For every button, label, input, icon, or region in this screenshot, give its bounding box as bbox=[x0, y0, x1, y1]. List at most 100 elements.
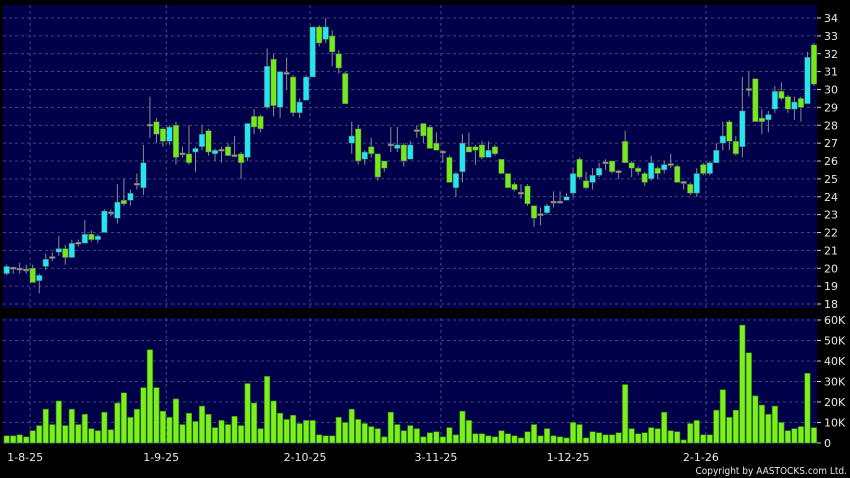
candle-body bbox=[387, 143, 394, 147]
candle-body bbox=[557, 200, 564, 204]
candle-body bbox=[498, 158, 505, 174]
candle-body bbox=[407, 144, 414, 160]
candle-body bbox=[732, 141, 739, 155]
candle-body bbox=[758, 117, 765, 122]
candle-body bbox=[667, 163, 674, 166]
candle-body bbox=[478, 144, 485, 158]
candle-body bbox=[784, 96, 791, 110]
volume-bar bbox=[192, 421, 199, 444]
volume-bar bbox=[407, 425, 414, 444]
volume-bar bbox=[732, 409, 739, 444]
volume-bar bbox=[290, 415, 297, 444]
volume-bar bbox=[739, 324, 746, 444]
candle-body bbox=[159, 128, 166, 142]
volume-bar bbox=[517, 437, 524, 444]
candle-body bbox=[596, 167, 603, 176]
volume-bar bbox=[706, 434, 713, 444]
volume-bar bbox=[101, 411, 108, 444]
volume-bar bbox=[485, 435, 492, 444]
volume-bar bbox=[159, 410, 166, 444]
volume-bar bbox=[244, 383, 251, 444]
volume-bar bbox=[166, 417, 173, 444]
volume-bar bbox=[316, 434, 323, 444]
price-tick-label: 33 bbox=[824, 30, 838, 43]
volume-tick-label: 10K bbox=[824, 417, 846, 430]
price-tick-label: 22 bbox=[824, 227, 838, 240]
price-tick-label: 25 bbox=[824, 173, 838, 186]
volume-bar bbox=[394, 424, 401, 444]
volume-bar bbox=[459, 410, 466, 444]
candle-body bbox=[120, 200, 127, 205]
volume-bar bbox=[270, 400, 277, 444]
candle-body bbox=[211, 150, 219, 155]
candle-body bbox=[55, 248, 62, 253]
date-label: 2-1-26 bbox=[683, 451, 719, 464]
volume-bar bbox=[628, 428, 635, 444]
volume-bar bbox=[752, 395, 759, 444]
candle-body bbox=[348, 135, 355, 144]
volume-bar bbox=[212, 427, 219, 444]
volume-bar bbox=[680, 439, 687, 444]
candle-body bbox=[563, 196, 570, 201]
candle-body bbox=[49, 256, 56, 259]
volume-bar bbox=[713, 409, 720, 444]
candle-body bbox=[127, 192, 134, 201]
volume-bar bbox=[36, 425, 43, 444]
candle-body bbox=[101, 210, 108, 233]
candle-body bbox=[810, 44, 817, 85]
price-tick-label: 18 bbox=[824, 298, 838, 311]
volume-bar bbox=[472, 433, 479, 444]
volume-bar bbox=[140, 387, 147, 444]
volume-bar bbox=[172, 398, 179, 444]
candle-body bbox=[511, 183, 518, 190]
volume-bar bbox=[42, 408, 49, 444]
volume-bar bbox=[133, 408, 140, 444]
volume-bar bbox=[231, 416, 238, 444]
volume-tick-label: 30K bbox=[824, 376, 846, 389]
candle-body bbox=[251, 116, 258, 128]
candle-body bbox=[680, 181, 687, 184]
candle-body bbox=[635, 167, 642, 172]
candle-body bbox=[361, 151, 368, 160]
candle-body bbox=[270, 58, 277, 106]
candle-body bbox=[309, 26, 316, 78]
candle-body bbox=[277, 71, 284, 108]
volume-bar bbox=[433, 431, 440, 444]
volume-bar bbox=[784, 430, 791, 444]
price-tick-label: 19 bbox=[824, 280, 838, 293]
volume-bar bbox=[576, 424, 583, 444]
candle-body bbox=[62, 248, 69, 258]
volume-bar bbox=[478, 433, 485, 444]
candle-body bbox=[485, 150, 492, 158]
candle-body bbox=[648, 162, 655, 180]
volume-tick-label: 40K bbox=[824, 355, 846, 368]
candle-body bbox=[615, 170, 622, 173]
volume-tick-label: 0 bbox=[824, 437, 831, 450]
candle-body bbox=[426, 126, 433, 149]
volume-bar bbox=[426, 432, 433, 444]
price-tick-label: 24 bbox=[824, 191, 838, 204]
volume-bar bbox=[3, 435, 10, 444]
candle-body bbox=[713, 150, 720, 164]
volume-bar bbox=[531, 424, 538, 444]
candle-body bbox=[23, 268, 30, 272]
candle-body bbox=[791, 101, 798, 110]
volume-bar bbox=[687, 423, 694, 444]
volume-bar bbox=[654, 428, 661, 444]
candle-body bbox=[381, 160, 388, 169]
candle-body bbox=[804, 57, 811, 105]
candle-body bbox=[296, 101, 303, 113]
volume-bar bbox=[420, 436, 427, 444]
candle-body bbox=[10, 267, 17, 270]
candle-body bbox=[413, 129, 420, 132]
candle-body bbox=[400, 144, 407, 162]
candle-body bbox=[172, 125, 180, 158]
volume-bar bbox=[335, 417, 342, 444]
volume-bar bbox=[693, 420, 700, 444]
candle-body bbox=[42, 259, 49, 267]
candle-body bbox=[244, 123, 251, 158]
volume-bar bbox=[251, 402, 258, 444]
volume-bar bbox=[810, 427, 817, 444]
candle-body bbox=[140, 162, 147, 189]
